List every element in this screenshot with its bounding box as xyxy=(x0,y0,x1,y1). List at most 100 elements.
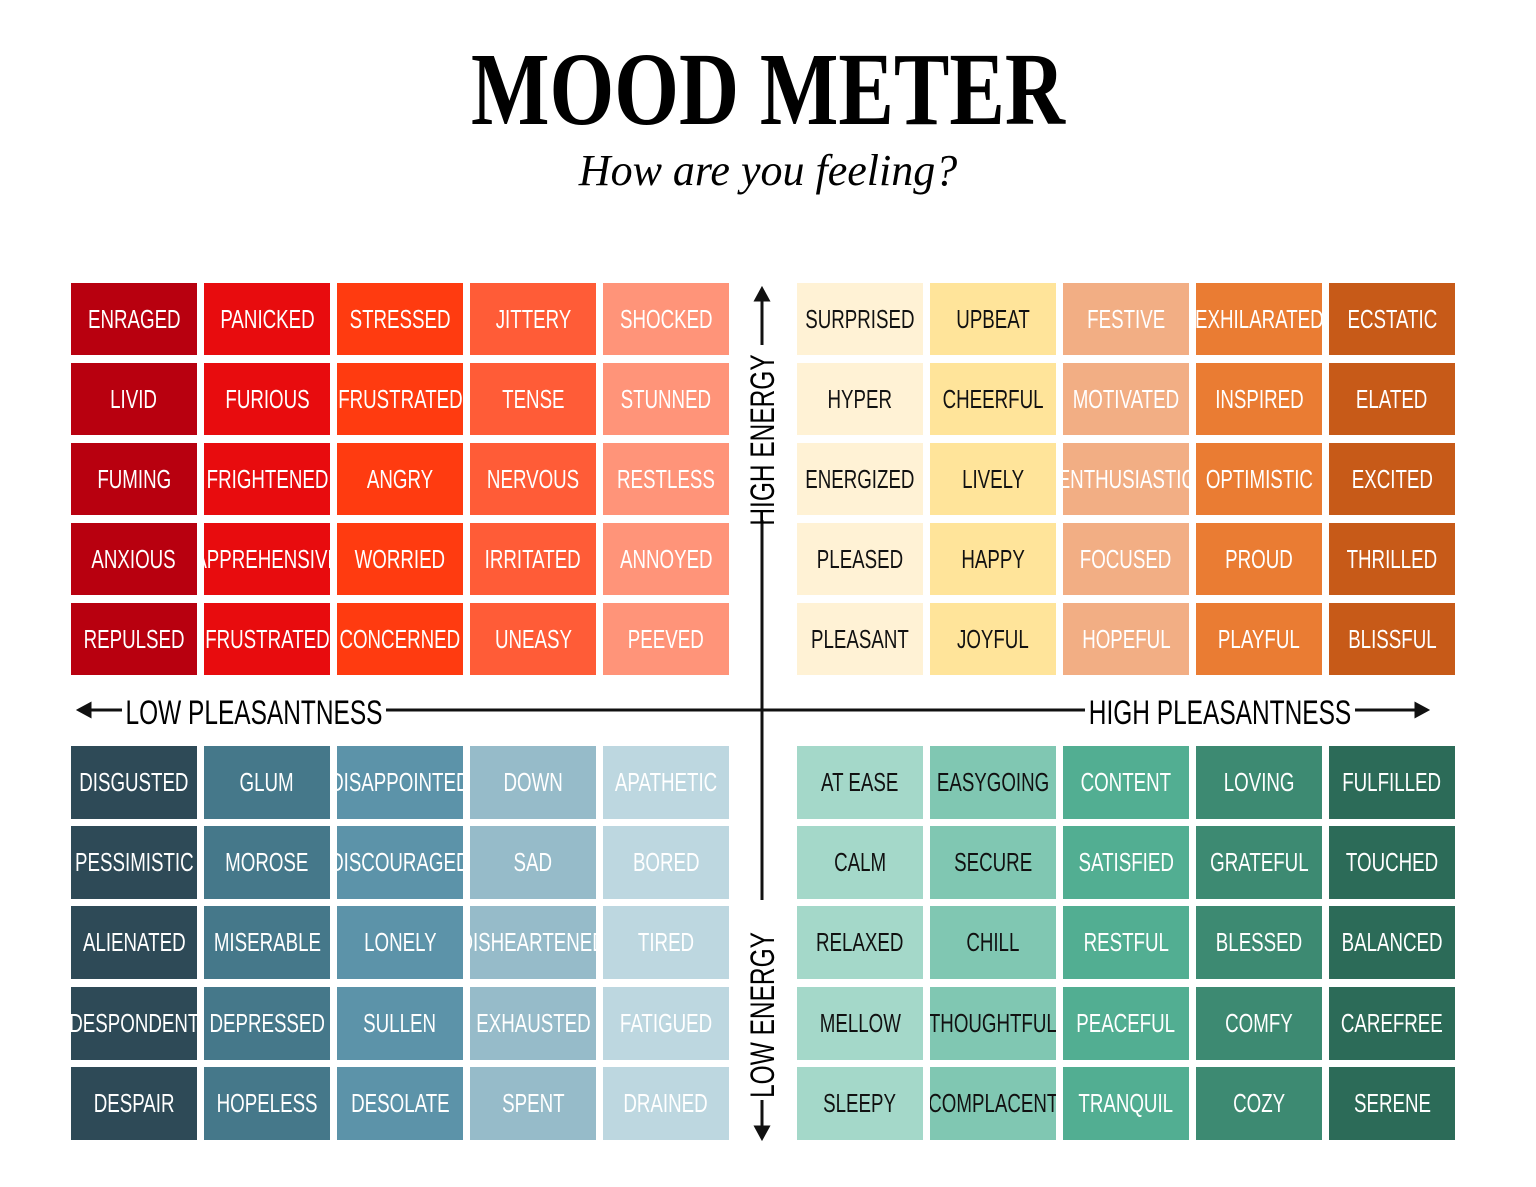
mood-word: ANXIOUS xyxy=(91,543,177,574)
mood-word: ANNOYED xyxy=(619,543,713,574)
mood-word: SULLEN xyxy=(363,1008,437,1038)
mood-word: DEPRESSED xyxy=(209,1008,325,1038)
mood-word: HAPPY xyxy=(961,543,1025,574)
mood-word: RESTLESS xyxy=(617,463,715,494)
mood-word: PLAYFUL xyxy=(1218,623,1300,654)
mood-cell: OPTIMISTIC xyxy=(1196,443,1322,515)
mood-cell: SATISFIED xyxy=(1063,826,1189,899)
mood-cell: ANXIOUS xyxy=(71,523,197,595)
mood-cell: DESPONDENT xyxy=(71,987,197,1060)
mood-word: NERVOUS xyxy=(486,463,580,494)
mood-word: TENSE xyxy=(501,383,565,414)
mood-cell: SURPRISED xyxy=(797,283,923,355)
mood-cell: COMPLACENT xyxy=(930,1067,1056,1140)
mood-cell: EXCITED xyxy=(1329,443,1455,515)
mood-word: COZY xyxy=(1232,1088,1285,1118)
mood-word: HOPELESS xyxy=(216,1088,318,1118)
mood-word: FUMING xyxy=(97,463,171,494)
mood-word: SPENT xyxy=(501,1088,565,1118)
mood-cell: JITTERY xyxy=(470,283,596,355)
mood-word: TOUCHED xyxy=(1345,847,1439,877)
mood-cell: PROUD xyxy=(1196,523,1322,595)
mood-word: SHOCKED xyxy=(619,303,713,334)
mood-word: BLISSFUL xyxy=(1347,623,1437,654)
mood-cell: JOYFUL xyxy=(930,603,1056,675)
mood-cell: DISAPPOINTED xyxy=(337,746,463,819)
mood-word: CONCERNED xyxy=(339,623,461,654)
mood-cell: FESTIVE xyxy=(1063,283,1189,355)
mood-cell: HOPEFUL xyxy=(1063,603,1189,675)
mood-cell: DISCOURAGED xyxy=(337,826,463,899)
mood-word: COMFY xyxy=(1225,1008,1293,1038)
mood-cell: CONTENT xyxy=(1063,746,1189,819)
subtitle: How are you feeling? xyxy=(578,146,958,195)
mood-cell: ENRAGED xyxy=(71,283,197,355)
mood-cell: HOPELESS xyxy=(204,1067,330,1140)
mood-cell: HAPPY xyxy=(930,523,1056,595)
mood-word: GRATEFUL xyxy=(1209,847,1309,877)
mood-cell: ENTHUSIASTIC xyxy=(1063,443,1189,515)
mood-word: DRAINED xyxy=(623,1088,709,1118)
mood-word: ECSTATIC xyxy=(1347,303,1437,334)
mood-word: DISAPPOINTED xyxy=(337,767,463,797)
mood-word: MELLOW xyxy=(819,1008,901,1038)
mood-cell: PEACEFUL xyxy=(1063,987,1189,1060)
mood-word: LOVING xyxy=(1223,767,1295,797)
mood-word: JITTERY xyxy=(495,303,571,334)
mood-word: HOPEFUL xyxy=(1081,623,1171,654)
mood-cell: DESPAIR xyxy=(71,1067,197,1140)
mood-word: APATHETIC xyxy=(614,767,718,797)
mood-cell: EXHAUSTED xyxy=(470,987,596,1060)
mood-word: FRUSTRATED xyxy=(337,383,463,414)
mood-word: SURPRISED xyxy=(805,303,915,334)
mood-cell: IRRITATED xyxy=(470,523,596,595)
mood-word: MOTIVATED xyxy=(1072,383,1180,414)
mood-cell: SPENT xyxy=(470,1067,596,1140)
mood-cell: ANNOYED xyxy=(603,523,729,595)
mood-cell: COZY xyxy=(1196,1067,1322,1140)
mood-word: DESOLATE xyxy=(350,1088,450,1118)
mood-cell: ANGRY xyxy=(337,443,463,515)
mood-word: MOROSE xyxy=(225,847,309,877)
mood-word: SECURE xyxy=(953,847,1033,877)
mood-word: CHILL xyxy=(966,927,1020,957)
mood-word: CHEERFUL xyxy=(942,383,1044,414)
mood-word: OPTIMISTIC xyxy=(1205,463,1313,494)
mood-cell: MISERABLE xyxy=(204,906,330,979)
mood-word: EXHAUSTED xyxy=(475,1008,591,1038)
mood-word: PESSIMISTIC xyxy=(74,847,194,877)
mood-word: COMPLACENT xyxy=(930,1088,1056,1118)
mood-word: FULFILLED xyxy=(1342,767,1442,797)
mood-cell: SECURE xyxy=(930,826,1056,899)
mood-cell: EASYGOING xyxy=(930,746,1056,819)
mood-cell: INSPIRED xyxy=(1196,363,1322,435)
mood-cell: CALM xyxy=(797,826,923,899)
mood-cell: SULLEN xyxy=(337,987,463,1060)
mood-cell: APATHETIC xyxy=(603,746,729,819)
mood-cell: FRUSTRATED xyxy=(337,363,463,435)
mood-word: PEACEFUL xyxy=(1076,1008,1176,1038)
mood-word: LONELY xyxy=(363,927,437,957)
mood-cell: ECSTATIC xyxy=(1329,283,1455,355)
mood-cell: CONCERNED xyxy=(337,603,463,675)
mood-cell: LOVING xyxy=(1196,746,1322,819)
mood-word: RELAXED xyxy=(816,927,904,957)
axis-label: HIGH ENERGY xyxy=(744,354,782,526)
mood-word: ENERGIZED xyxy=(805,463,915,494)
mood-word: UNEASY xyxy=(494,623,572,654)
mood-word: RESTFUL xyxy=(1083,927,1169,957)
mood-word: CONTENT xyxy=(1080,767,1172,797)
mood-word: FRUSTRATED xyxy=(204,623,330,654)
mood-word: ELATED xyxy=(1356,383,1428,414)
mood-cell: FOCUSED xyxy=(1063,523,1189,595)
mood-cell: PLEASED xyxy=(797,523,923,595)
mood-word: SLEEPY xyxy=(823,1088,897,1118)
mood-cell: APPREHENSIVE xyxy=(204,523,330,595)
mood-cell: STUNNED xyxy=(603,363,729,435)
mood-word: PLEASANT xyxy=(811,623,909,654)
mood-cell: RESTFUL xyxy=(1063,906,1189,979)
mood-word: FESTIVE xyxy=(1086,303,1166,334)
mood-cell: STRESSED xyxy=(337,283,463,355)
mood-cell: GRATEFUL xyxy=(1196,826,1322,899)
mood-cell: COMFY xyxy=(1196,987,1322,1060)
